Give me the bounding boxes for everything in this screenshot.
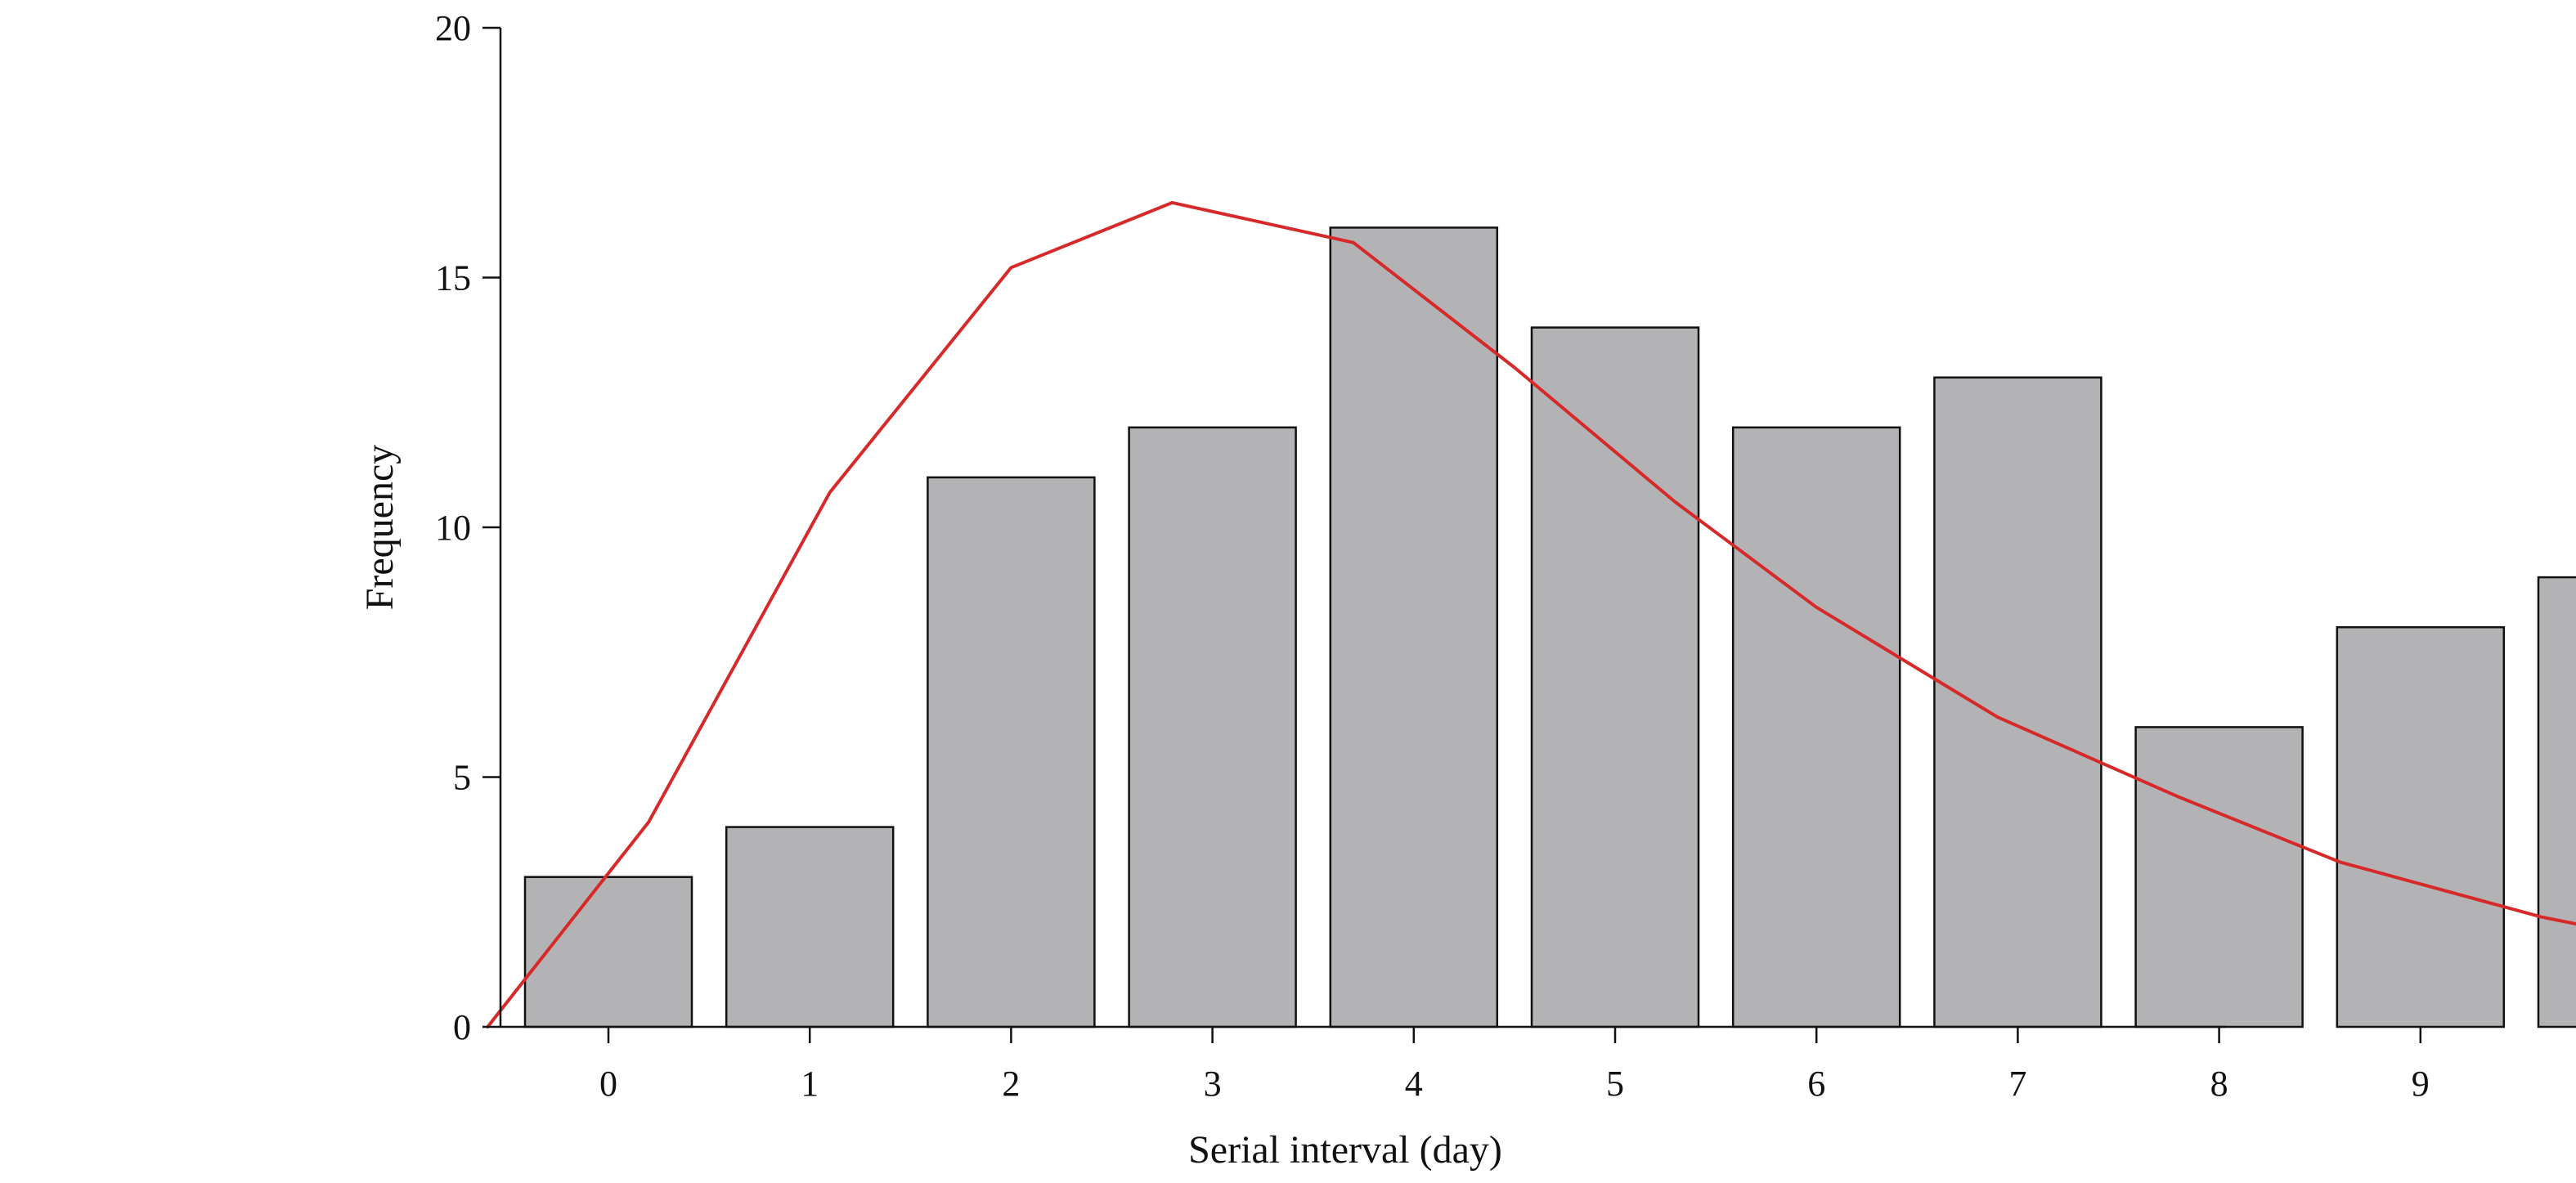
bar-7 xyxy=(1933,376,2103,1028)
bars-group xyxy=(523,226,2576,1028)
y-tick-label-0: 0 xyxy=(453,1007,471,1047)
y-tick-label-20: 20 xyxy=(435,8,471,48)
x-axis-title: Serial interval (day) xyxy=(1188,1128,1502,1172)
bar-4 xyxy=(1329,226,1499,1028)
bar-6 xyxy=(1731,426,1901,1028)
x-tick-label-7: 7 xyxy=(2008,1064,2026,1104)
x-ticks-group: 0123456789101112131415 xyxy=(599,1027,2430,1104)
x-tick-label-8: 8 xyxy=(2210,1064,2228,1104)
y-ticks-group: 0 5 10 15 20 xyxy=(435,8,500,1047)
bar-1 xyxy=(725,826,895,1028)
bar-10 xyxy=(2537,576,2576,1028)
bar-2 xyxy=(927,476,1096,1028)
bar-5 xyxy=(1530,326,1700,1028)
x-tick-label-1: 1 xyxy=(801,1064,819,1104)
x-tick-label-6: 6 xyxy=(1807,1064,1825,1104)
bar-3 xyxy=(1128,426,1297,1028)
x-tick-label-4: 4 xyxy=(1405,1064,1423,1104)
y-axis-title: Frequency xyxy=(358,445,402,611)
bar-8 xyxy=(2134,726,2304,1028)
x-tick-label-3: 3 xyxy=(1204,1064,1222,1104)
x-tick-label-2: 2 xyxy=(1002,1064,1020,1104)
x-tick-label-5: 5 xyxy=(1606,1064,1624,1104)
x-tick-label-9: 9 xyxy=(2412,1064,2430,1104)
y-tick-label-15: 15 xyxy=(435,258,471,298)
x-tick-label-0: 0 xyxy=(599,1064,617,1104)
fitted-distribution-curve xyxy=(486,200,2576,1028)
bar-0 xyxy=(523,876,693,1028)
y-tick-label-5: 5 xyxy=(453,758,471,798)
curve-group xyxy=(486,200,2576,1028)
y-tick-label-10: 10 xyxy=(435,508,471,548)
bar-9 xyxy=(2336,625,2506,1028)
